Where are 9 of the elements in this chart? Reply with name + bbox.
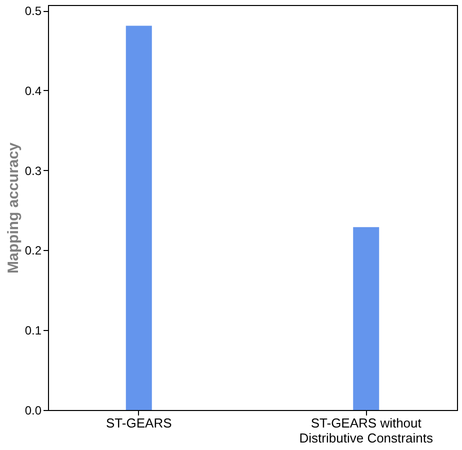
y-tick-label: 0.3 <box>24 164 42 178</box>
y-axis-title: Mapping accuracy <box>4 142 22 274</box>
x-tick-label: ST-GEARS without Distributive Constraints <box>299 416 434 446</box>
y-tick-label: 0.2 <box>24 244 42 258</box>
y-tick-label: 0.0 <box>24 404 42 418</box>
y-tick-label: 0.4 <box>24 84 42 98</box>
y-tick-label: 0.1 <box>24 324 42 338</box>
y-tick-label: 0.5 <box>24 4 42 18</box>
x-tick-label: ST-GEARS <box>106 416 172 430</box>
